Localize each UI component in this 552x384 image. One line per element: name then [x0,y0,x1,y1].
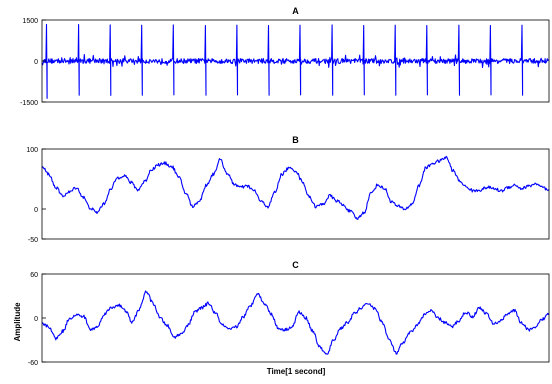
y-axis-label: Amplitude [13,302,22,342]
y-tick-label: -1500 [20,100,38,107]
y-tick-label: 100 [26,147,38,154]
y-tick-label: 0 [34,59,38,66]
y-tick-label: 60 [30,272,38,279]
y-tick-label: 1500 [22,18,38,25]
y-tick-label: -50 [28,237,38,244]
panel-c: C 60 0 -60 [28,260,550,367]
panel-title: B [292,135,299,145]
x-axis-label: Time[1 second] [267,367,326,376]
panel-b: B 100 0 -50 [26,135,550,244]
y-tick-label: 0 [34,316,38,323]
series-line [41,23,550,99]
y-tick-label: -60 [28,360,38,367]
panels: A 1500 0 -1500 B 100 0 -50 C 60 0 -60 [20,6,550,367]
series-line [41,155,550,220]
y-tick-label: 0 [34,207,38,214]
panel-title: A [292,6,299,16]
panel-a: A 1500 0 -1500 [20,6,550,107]
plot-frame [41,148,550,240]
series-line [42,290,550,355]
panel-title: C [292,260,299,270]
